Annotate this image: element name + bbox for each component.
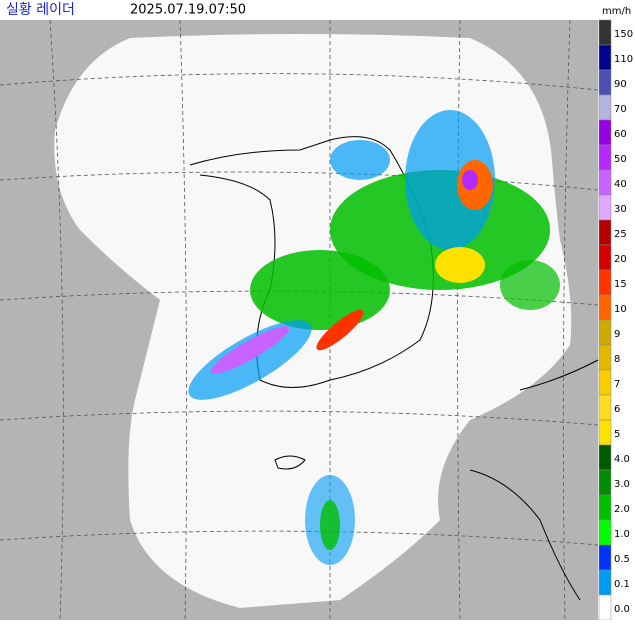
legend-swatch — [598, 69, 612, 96]
legend-label: 60 — [614, 129, 627, 140]
legend-label: 2.0 — [614, 504, 630, 515]
legend-swatch — [598, 319, 612, 346]
legend-label: 9 — [614, 329, 620, 340]
unit: mm/h — [602, 6, 631, 17]
legend-swatch — [598, 294, 612, 321]
precipitation — [188, 110, 560, 565]
legend-swatch — [598, 594, 612, 621]
legend-label: 0.1 — [614, 579, 630, 590]
legend-swatch — [598, 119, 612, 146]
legend-swatch — [598, 444, 612, 471]
legend-label: 25 — [614, 229, 627, 240]
legend-label: 8 — [614, 354, 620, 365]
legend-swatch — [598, 469, 612, 496]
legend-swatch — [598, 94, 612, 121]
legend-label: 50 — [614, 154, 627, 165]
legend-label: 40 — [614, 179, 627, 190]
legend-label: 3.0 — [614, 479, 630, 490]
legend-swatch — [598, 194, 612, 221]
legend-label: 0.0 — [614, 604, 630, 615]
map — [0, 19, 599, 621]
legend-label: 6 — [614, 404, 620, 415]
legend-label: 5 — [614, 429, 620, 440]
timestamp: 2025.07.19.07:50 — [130, 3, 246, 18]
legend-swatch — [598, 44, 612, 71]
legend-swatch — [598, 419, 612, 446]
legend-swatch — [598, 544, 612, 571]
legend-swatch — [598, 269, 612, 296]
legend: 150 110 90 70 60 50 40 30 25 20 15 10 9 8 7 6 5 4.0 3.0 2.0… — [598, 19, 633, 621]
legend-swatch — [598, 244, 612, 271]
legend-label: 4.0 — [614, 454, 630, 465]
legend-swatch — [598, 169, 612, 196]
legend-label: 110 — [614, 54, 633, 65]
legend-swatch — [598, 519, 612, 546]
legend-swatch — [598, 219, 612, 246]
legend-label: 1.0 — [614, 529, 630, 540]
legend-swatch — [598, 144, 612, 171]
grid — [0, 19, 599, 621]
legend-label: 30 — [614, 204, 627, 215]
legend-swatch — [598, 19, 612, 46]
legend-swatch — [598, 394, 612, 421]
coastline — [189, 136, 599, 601]
legend-label: 0.5 — [614, 554, 630, 565]
legend-label: 20 — [614, 254, 627, 265]
legend-label: 90 — [614, 79, 627, 90]
legend-swatch — [598, 569, 612, 596]
legend-label: 15 — [614, 279, 627, 290]
legend-label: 10 — [614, 304, 627, 315]
legend-label: 7 — [614, 379, 620, 390]
legend-swatch — [598, 369, 612, 396]
legend-label: 150 — [614, 29, 633, 40]
title: 실황 레이더 — [6, 2, 75, 18]
legend-label: 70 — [614, 104, 627, 115]
legend-swatch — [598, 344, 612, 371]
legend-swatch — [598, 494, 612, 521]
